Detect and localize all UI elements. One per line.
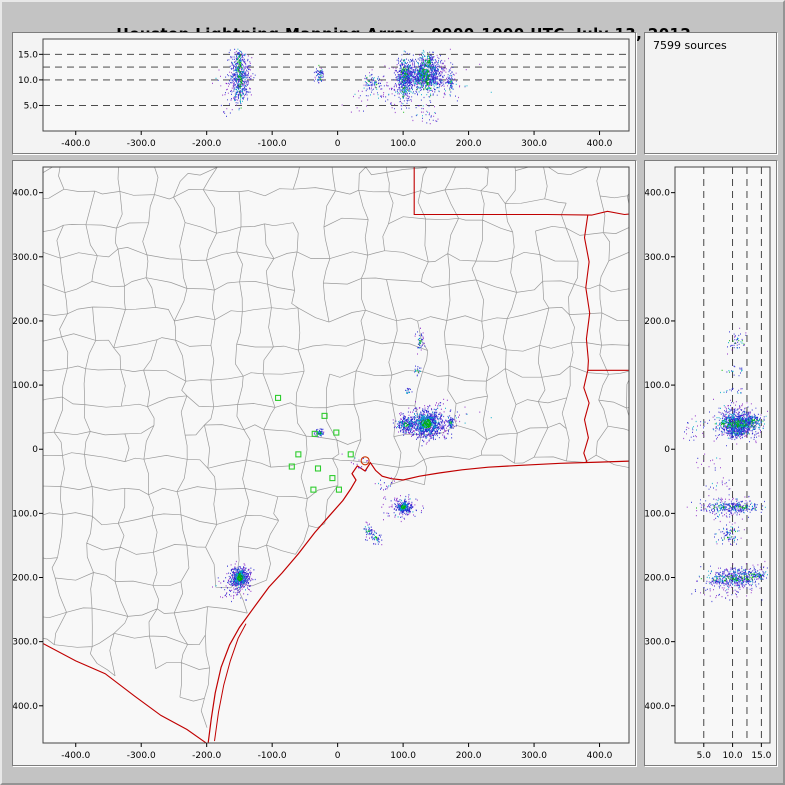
y-tick-label: -100.0 [645,509,670,519]
panel-altitude-vs-north-south: 5.0 10.0 15.0 -400.0 -300.0 -200.0 -100.0 0 100.… [644,160,777,766]
x-tick-label: 100.0 [390,751,416,761]
lma-sensor-marker [311,430,318,437]
lma-sensor-marker [295,451,302,458]
y-tick-label: 300.0 [13,253,38,263]
sources-count-label: 7599 sources [653,39,727,52]
plot-frame [42,166,630,744]
plot-area [675,167,770,743]
x-tick-label: -200.0 [192,139,221,149]
lma-sensor-marker [335,486,342,493]
arkansas-border [583,215,591,371]
x-tick-label: -400.0 [61,139,90,149]
altitude-ns-plot[interactable]: 5.0 10.0 15.0 -400.0 -300.0 -200.0 -100.0 0 100.… [645,161,776,765]
lma-sensor-marker [275,394,282,401]
y-tick-label: 400.0 [13,189,38,199]
barrier-island [214,623,247,742]
y-tick-label: -200.0 [645,574,670,584]
x-tick-label: -100.0 [258,751,287,761]
panel-source-count: 7599 sources [644,32,777,154]
lightning-points-high [696,340,764,582]
x-tick-label: 10.0 [723,751,743,761]
x-tick-label: -300.0 [127,751,156,761]
network-center-marker [360,456,370,466]
lightning-points-high [237,339,452,582]
panel-plan-view-map: -400.0 -300.0 -200.0 -100.0 0 100.0 200.0 300.0… [12,160,636,766]
y-tick-label: 100.0 [13,381,38,391]
y-tick-label: -400.0 [13,702,38,712]
x-tick-label: 400.0 [587,139,613,149]
lma-sensor-marker [314,465,322,472]
altitude-ew-plot[interactable]: -400.0 -300.0 -200.0 -100.0 0 100.0 200.0 300.0… [13,33,635,153]
x-tick-label: 400.0 [587,751,613,761]
x-tick-label: 200.0 [456,751,482,761]
lightning-points-high [237,52,452,113]
y-tick-label: 5.0 [24,101,39,111]
x-tick-label: 5.0 [697,751,712,761]
oklahoma-border [413,167,629,216]
y-tick-label: -100.0 [13,509,38,519]
x-tick-label: 0 [335,751,341,761]
county-mesh [43,167,629,728]
lightning-points-mid [692,337,768,591]
lma-sensor-marker [288,463,295,470]
x-tick-label: -400.0 [61,751,90,761]
x-tick-label: -300.0 [127,139,156,149]
x-tick-label: 300.0 [521,751,547,761]
lma-sensor-marker [321,412,328,419]
lma-sensor-marker [347,451,354,458]
y-tick-label: 300.0 [645,253,670,263]
lightning-points-mid [215,48,492,117]
y-tick-label: 0 [32,445,38,455]
y-tick-label: -300.0 [13,638,38,648]
lma-sensor-marker [333,429,340,436]
x-tick-label: -100.0 [258,139,287,149]
plot-area [43,167,629,743]
rio-grande [43,642,208,743]
lma-sensor-marker [310,486,317,493]
louisiana-border [583,370,590,463]
x-tick-label: 0 [335,139,341,149]
y-tick-label: 10.0 [18,76,38,86]
x-tick-label: 100.0 [390,139,416,149]
y-tick-label: 0 [664,445,670,455]
x-tick-label: 15.0 [751,751,771,761]
y-tick-label: -300.0 [645,638,670,648]
y-tick-label: 200.0 [645,317,670,327]
plot-frame [674,166,771,744]
y-tick-label: -200.0 [13,574,38,584]
x-tick-label: -200.0 [192,751,221,761]
lma-sensor-marker [329,475,336,482]
y-tick-label: 400.0 [645,189,670,199]
panel-altitude-vs-east-west: -400.0 -300.0 -200.0 -100.0 0 100.0 200.0 300.0… [12,32,636,154]
y-tick-label: 100.0 [645,381,670,391]
plan-view-map[interactable]: -400.0 -300.0 -200.0 -100.0 0 100.0 200.0 300.0… [13,161,635,765]
y-tick-label: -400.0 [645,702,670,712]
coast [207,460,629,743]
x-tick-label: 300.0 [521,139,547,149]
plot-area [43,39,629,131]
x-tick-label: 200.0 [456,139,482,149]
plot-frame [42,38,630,132]
y-tick-label: 15.0 [18,50,38,60]
y-tick-label: 200.0 [13,317,38,327]
